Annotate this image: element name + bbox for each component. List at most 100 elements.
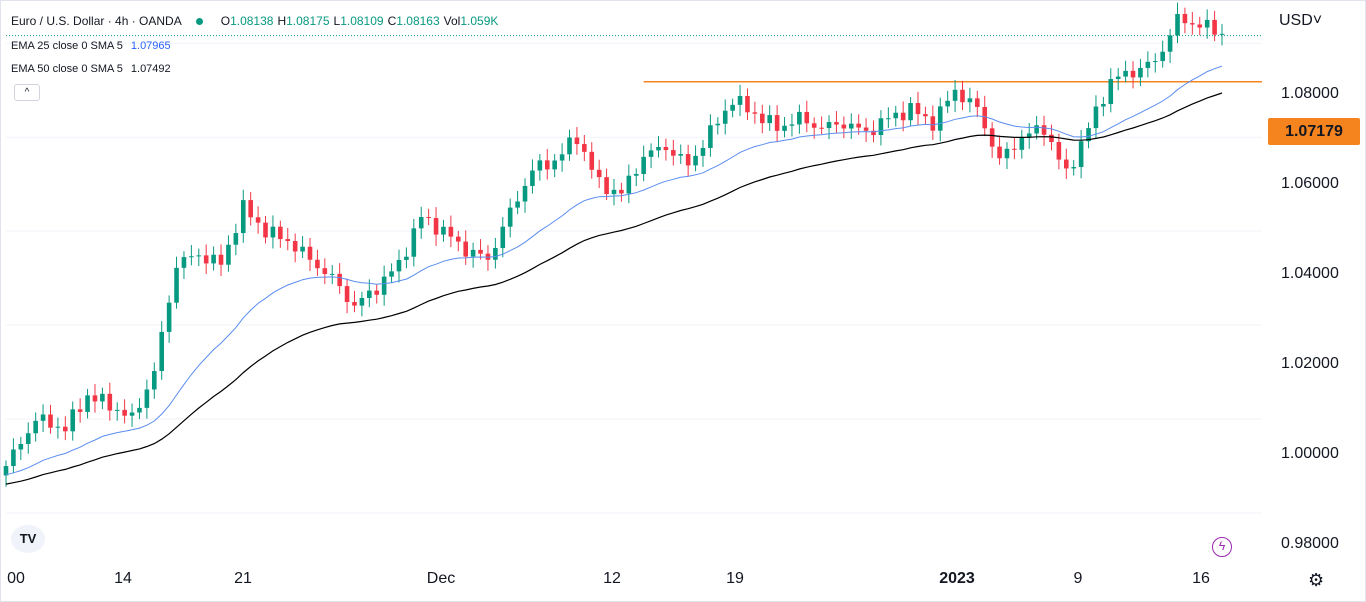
candle-body xyxy=(975,98,980,107)
candle xyxy=(470,242,476,268)
candle xyxy=(278,220,283,248)
candle xyxy=(619,182,624,202)
candle xyxy=(1190,12,1195,35)
candle xyxy=(359,291,365,317)
symbol-legend[interactable]: Euro / U.S. Dollar · 4h · OANDA O1.08138 H… xyxy=(11,14,498,28)
candle xyxy=(144,379,150,419)
candle-body xyxy=(693,155,698,166)
candle xyxy=(85,388,90,419)
candle xyxy=(515,190,520,215)
candle xyxy=(226,235,231,272)
y-tick-label: 1.02000 xyxy=(1281,355,1339,372)
y-tick-label: 0.98000 xyxy=(1281,535,1339,552)
candle xyxy=(708,114,713,157)
candle xyxy=(952,79,958,113)
candle xyxy=(159,321,165,380)
collapse-legend-button[interactable]: ^ xyxy=(14,84,40,101)
candle-body xyxy=(255,217,261,223)
lightning-icon[interactable]: ϟ xyxy=(1212,537,1232,557)
candle-body xyxy=(789,124,795,126)
candle xyxy=(3,460,9,487)
candle-body xyxy=(1108,79,1114,105)
candle-body xyxy=(611,189,617,195)
candle xyxy=(1115,68,1121,91)
candle xyxy=(1056,133,1062,170)
candle-body xyxy=(715,123,721,126)
candle xyxy=(782,117,787,138)
candle xyxy=(240,189,246,243)
currency-selector[interactable]: USD˅ xyxy=(1279,12,1322,30)
candle xyxy=(960,80,965,110)
ema50-legend[interactable]: EMA 50 close 0 SMA 5 1.07492 xyxy=(11,63,171,75)
x-tick-label: 12 xyxy=(603,570,621,587)
candle xyxy=(478,239,483,260)
ema25-value: 1.07965 xyxy=(130,40,171,52)
candle-body xyxy=(641,156,646,174)
candle xyxy=(915,91,921,126)
candle xyxy=(63,416,68,441)
candle xyxy=(834,111,839,133)
ohlc-values: O1.08138 H1.08175 L1.08109 C1.08163 Vol1.059… xyxy=(220,14,499,28)
candle xyxy=(418,206,424,239)
candle xyxy=(189,245,194,266)
candle-body xyxy=(18,443,24,450)
candle-body xyxy=(359,297,365,306)
candle-body xyxy=(114,409,120,411)
candle xyxy=(337,263,342,294)
candle-body xyxy=(1175,13,1180,36)
candle-body xyxy=(678,154,684,156)
candle xyxy=(322,258,328,285)
candle-body xyxy=(404,256,409,260)
y-tick-label: 1.00000 xyxy=(1281,445,1339,462)
candle xyxy=(574,127,580,155)
candle xyxy=(559,143,565,172)
ema25-legend[interactable]: EMA 25 close 0 SMA 5 1.07965 xyxy=(11,40,171,52)
candle-body xyxy=(834,122,839,125)
y-tick-label: 1.04000 xyxy=(1281,265,1339,282)
candle-body xyxy=(315,259,320,269)
candle xyxy=(530,159,535,194)
candle-body xyxy=(367,290,372,298)
candle xyxy=(582,134,587,162)
candle xyxy=(1019,129,1025,159)
candle-body xyxy=(841,124,847,129)
candle xyxy=(596,159,602,189)
candle-body xyxy=(411,228,417,257)
candle xyxy=(982,95,988,137)
candle xyxy=(1108,68,1114,113)
level-price-tag[interactable]: 1.07179 xyxy=(1268,118,1360,145)
candle-body xyxy=(25,433,31,444)
candle xyxy=(396,249,402,283)
y-tick-label: 1.08000 xyxy=(1281,85,1339,102)
candle-body xyxy=(129,412,135,416)
candle-body xyxy=(203,255,209,264)
candle-body xyxy=(40,414,46,421)
candle xyxy=(671,139,676,166)
candle xyxy=(181,251,187,279)
candle xyxy=(263,215,268,244)
candle xyxy=(129,403,135,427)
candle xyxy=(300,236,305,259)
symbol-title[interactable]: Euro / U.S. Dollar · 4h · OANDA xyxy=(11,14,182,28)
candle-body xyxy=(226,244,231,265)
candle-body xyxy=(389,271,394,277)
candle-body xyxy=(493,247,498,260)
candle xyxy=(1026,123,1032,149)
candle xyxy=(871,120,876,143)
currency-label: USD xyxy=(1279,12,1313,29)
candle-body xyxy=(997,146,1002,159)
candle-body xyxy=(619,189,624,194)
candle-body xyxy=(1063,159,1069,169)
candle-body xyxy=(426,217,431,219)
gear-icon[interactable]: ⚙ xyxy=(1308,570,1325,590)
candle-body xyxy=(166,302,172,332)
candle-body xyxy=(344,286,350,303)
candle xyxy=(352,290,357,313)
candle-body xyxy=(574,137,580,145)
candle-body xyxy=(530,170,535,186)
candle-body xyxy=(1086,128,1091,142)
candle-body xyxy=(878,118,884,136)
tradingview-logo[interactable]: TV xyxy=(11,525,45,553)
candle-body xyxy=(448,226,454,237)
